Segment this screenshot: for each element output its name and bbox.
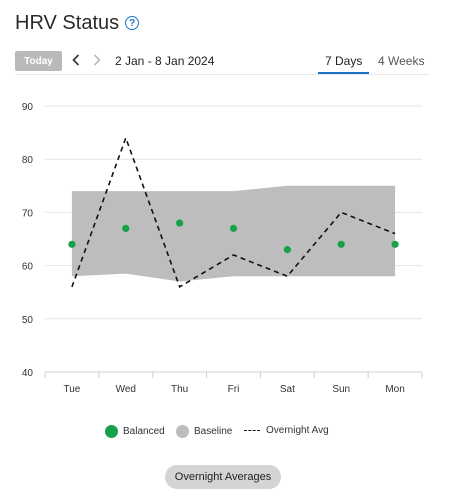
y-tick-label-90: 90 — [22, 102, 34, 113]
toolbar-divider — [15, 74, 429, 75]
chevron-left-icon[interactable] — [69, 50, 83, 70]
balanced-point-mon — [391, 240, 399, 248]
date-toolbar: Today 2 Jan - 8 Jan 2024 7 Days 4 Weeks — [15, 50, 429, 74]
chart-legend: Balanced Baseline Overnight Avg — [0, 425, 462, 441]
legend-baseline-label: Baseline — [194, 426, 233, 437]
x-tick-label-tue: Tue — [63, 384, 80, 395]
x-tick-label-wed: Wed — [116, 384, 136, 395]
tab-7-days[interactable]: 7 Days — [325, 54, 363, 68]
balanced-point-sun — [337, 240, 345, 248]
baseline-band — [71, 185, 396, 282]
page-header: HRV Status ? — [15, 10, 140, 36]
balanced-point-thu — [176, 219, 184, 227]
overnight-avg-line — [71, 135, 396, 289]
page-title: HRV Status — [15, 11, 120, 34]
chevron-right-icon[interactable] — [90, 50, 104, 70]
legend-overnight-swatch — [244, 430, 260, 431]
overnight-averages-button[interactable]: Overnight Averages — [165, 465, 281, 489]
balanced-point-tue — [68, 240, 76, 248]
y-tick-label-80: 80 — [22, 155, 34, 166]
x-tick-label-thu: Thu — [171, 384, 188, 395]
legend-item-baseline: Baseline — [176, 425, 232, 438]
tab-4-weeks[interactable]: 4 Weeks — [378, 54, 425, 68]
y-tick-label-40: 40 — [22, 368, 34, 379]
balanced-point-wed — [122, 224, 130, 232]
y-tick-label-50: 50 — [22, 315, 34, 326]
y-tick-label-70: 70 — [22, 208, 34, 219]
legend-balanced-label: Balanced — [123, 426, 165, 437]
legend-overnight-label: Overnight Avg — [266, 425, 329, 436]
hrv-chart: 40 50 60 70 80 90 Tue Wed Thu Fri Sat Sun Mon — [22, 102, 423, 395]
legend-item-balanced: Balanced — [105, 425, 165, 438]
selected-tab-indicator — [318, 72, 369, 74]
x-tick-label-fri: Fri — [228, 384, 240, 395]
date-range-label: 2 Jan - 8 Jan 2024 — [115, 54, 215, 68]
balanced-point-sat — [283, 246, 291, 254]
legend-balanced-swatch — [105, 425, 118, 438]
x-tick-label-sun: Sun — [332, 384, 350, 395]
x-tick-label-sat: Sat — [280, 384, 295, 395]
legend-baseline-swatch — [176, 425, 189, 438]
x-tick-label-mon: Mon — [385, 384, 404, 395]
help-icon[interactable]: ? — [125, 16, 140, 30]
balanced-point-fri — [229, 224, 238, 232]
today-button[interactable]: Today — [15, 51, 62, 71]
legend-item-overnight-avg: Overnight Avg — [244, 425, 329, 436]
y-tick-label-60: 60 — [22, 262, 34, 273]
